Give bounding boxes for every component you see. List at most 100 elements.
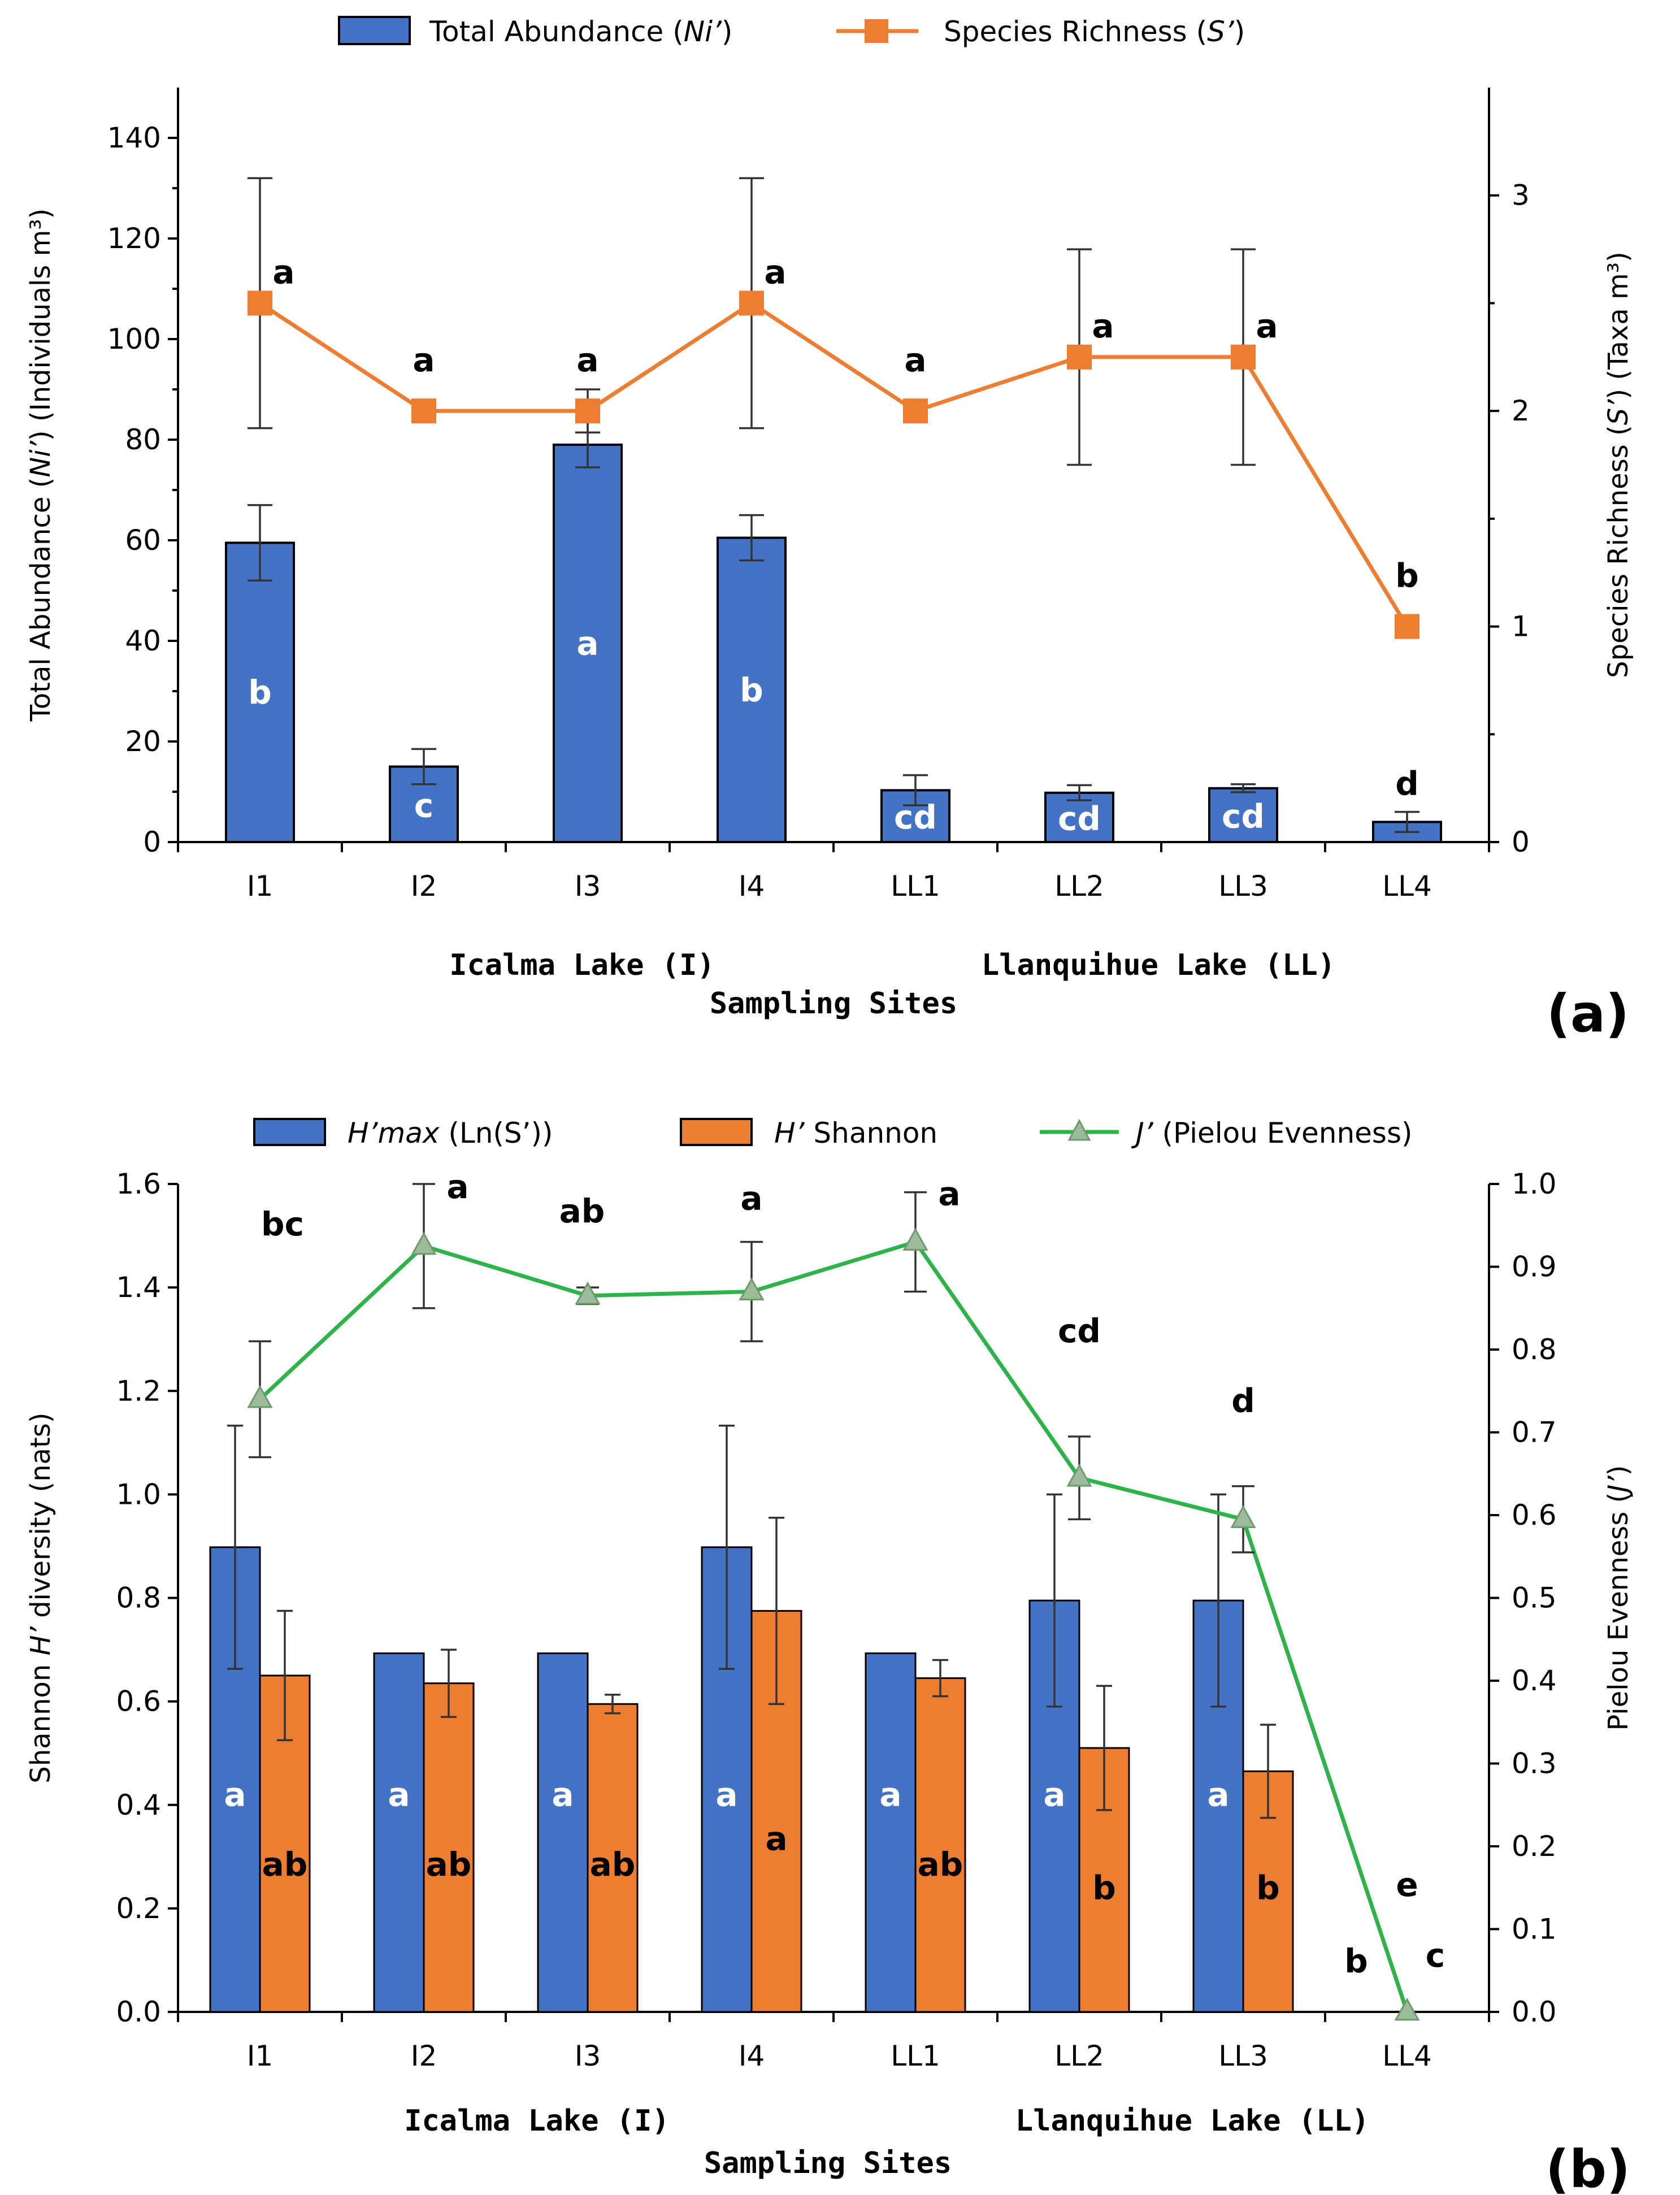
hmax-bar [865, 1652, 917, 2013]
richness-letter: a [576, 341, 598, 379]
legend-label-text: ) [1234, 15, 1245, 48]
y-axis-title-text: diversity (nats) [25, 1412, 57, 1626]
group-label: Llanquihue Lake (LL) [982, 948, 1335, 982]
richness-line [259, 301, 1409, 628]
y-axis-title-italic: Ni’ [25, 440, 57, 477]
x-axis-title: Sampling Sites [710, 987, 957, 1021]
hmax-bar [537, 1652, 589, 2013]
richness-letter: a [413, 341, 435, 379]
y2-tick-label: 0.9 [1512, 1251, 1557, 1283]
shannon-letter: a [765, 1819, 787, 1858]
x-tick-label: I4 [739, 2040, 765, 2072]
richness-letter: a [764, 253, 786, 291]
y-tick-label: 140 [107, 122, 161, 154]
richness-letter: a [272, 253, 294, 291]
y2-tick-label: 0.3 [1512, 1747, 1557, 1780]
panel-a-chart: 0 20 40 60 80 100 120 140 0 1 2 3 b I1 c I2 a I3 b I4 cd LL1 c… [25, 15, 1634, 1044]
y-tick-label: 100 [107, 323, 161, 355]
y2-axis-title-text: ) [1603, 1465, 1634, 1476]
x-tick-label: LL1 [891, 2040, 940, 2072]
legend-label: H’max (Ln(S’)) [348, 1117, 553, 1149]
y2-tick-label: 0 [1512, 826, 1530, 858]
evenness-letter: a [446, 1168, 468, 1206]
x-tick-label: I3 [575, 870, 601, 903]
legend-label-italic: S’ [1207, 15, 1235, 48]
y-tick-label: 120 [107, 222, 161, 255]
y2-tick-label: 2 [1512, 394, 1530, 427]
y2-tick-label: 0.6 [1512, 1499, 1557, 1532]
y-tick-label: 60 [125, 524, 161, 557]
y2-tick-label: 0.4 [1512, 1664, 1557, 1697]
evenness-marker [411, 1231, 437, 1255]
richness-letter: b [1395, 557, 1419, 595]
legend-swatch-bar [253, 1118, 326, 1146]
y-axis-title-italic: H’ [25, 1626, 57, 1655]
y2-axis-title: Pielou Evenness (J’) [1603, 1465, 1634, 1731]
hmax-bar [373, 1652, 425, 2013]
y2-tick-label: 0.5 [1512, 1582, 1557, 1615]
y-tick-label: 0.2 [116, 1892, 161, 1925]
y2-tick-label: 0.7 [1512, 1416, 1557, 1449]
evenness-letter: a [938, 1175, 960, 1213]
shannon-letter: c [1426, 1936, 1445, 1975]
y-tick-label: 1.6 [116, 1168, 161, 1200]
y-tick-label: 0.0 [116, 1996, 161, 2028]
y-axis-title-text: ) (Individuals m³) [25, 209, 57, 441]
richness-marker [903, 398, 928, 424]
richness-letter: a [904, 341, 926, 379]
legend-label: H’ Shannon [774, 1117, 937, 1149]
evenness-marker [1066, 1463, 1092, 1487]
x-tick-label: LL4 [1382, 870, 1432, 903]
abundance-letter: b [248, 673, 272, 712]
panel-b-chart: 0.0 0.2 0.4 0.6 0.8 1.0 1.2 1.4 1.6 0.0 0.1 0.2 0.3 0… [25, 1117, 1634, 2195]
hmax-letter: a [552, 1775, 574, 1814]
evenness-marker [1230, 1505, 1256, 1528]
hmax-letter: a [715, 1775, 737, 1814]
x-tick-label: I2 [411, 870, 437, 903]
hmax-letter: a [879, 1775, 901, 1814]
y2-axis-title-text: Species Richness ( [1603, 425, 1634, 678]
legend-label-text: (Pielou Evenness) [1153, 1117, 1413, 1149]
y-tick-label: 40 [125, 624, 161, 657]
x-tick-label: I1 [247, 870, 274, 903]
x-axis-title: Sampling Sites [704, 2146, 952, 2180]
y-axis-title: Shannon H’ diversity (nats) [25, 1412, 57, 1783]
shannon-letter: ab [426, 1845, 472, 1884]
abundance-letter: cd [1222, 797, 1265, 835]
legend-label: Total Abundance (Ni’) [429, 15, 732, 48]
abundance-bar [717, 536, 787, 843]
y-axis-title: Total Abundance (Ni’) (Individuals m³) [25, 209, 57, 722]
evenness-letter: d [1231, 1381, 1255, 1420]
evenness-letter: bc [261, 1205, 304, 1243]
y-tick-label: 1.2 [116, 1374, 161, 1407]
y2-axis-title-text: ) (Taxa m³) [1603, 251, 1634, 399]
hmax-letter: a [1043, 1775, 1065, 1814]
evenness-marker [575, 1281, 601, 1305]
y2-tick-label: 3 [1512, 179, 1530, 212]
richness-marker [1395, 614, 1419, 639]
evenness-letter: cd [1058, 1312, 1101, 1350]
x-tick-label: LL2 [1054, 870, 1104, 903]
legend-label-text: Total Abundance ( [429, 15, 684, 48]
legend-label-italic: H’max [348, 1117, 440, 1149]
shannon-letter: b [1092, 1868, 1116, 1907]
evenness-marker [902, 1227, 928, 1251]
evenness-letter: e [1396, 1866, 1418, 1904]
y2-axis-title-italic: S’ [1603, 399, 1634, 425]
shannon-bar [587, 1703, 639, 2013]
abundance-bar [553, 443, 623, 843]
hmax-letter: a [388, 1775, 410, 1814]
evenness-line [258, 1239, 1409, 2013]
evenness-letter: a [740, 1179, 762, 1217]
y-axis-title-text: Shannon [25, 1655, 57, 1783]
y2-tick-label: 0.0 [1512, 1996, 1557, 2028]
y2-tick-label: 0.8 [1512, 1333, 1557, 1366]
y-axis-title-text: Total Abundance ( [25, 478, 57, 722]
abundance-letter: b [740, 671, 763, 709]
y-tick-label: 0 [143, 826, 161, 858]
x-tick-label: I2 [411, 2040, 437, 2072]
hmax-bar [209, 1546, 261, 2013]
x-tick-label: I4 [739, 870, 765, 903]
legend-label-text: Species Richness ( [944, 15, 1207, 48]
legend-swatch-marker [865, 19, 888, 43]
